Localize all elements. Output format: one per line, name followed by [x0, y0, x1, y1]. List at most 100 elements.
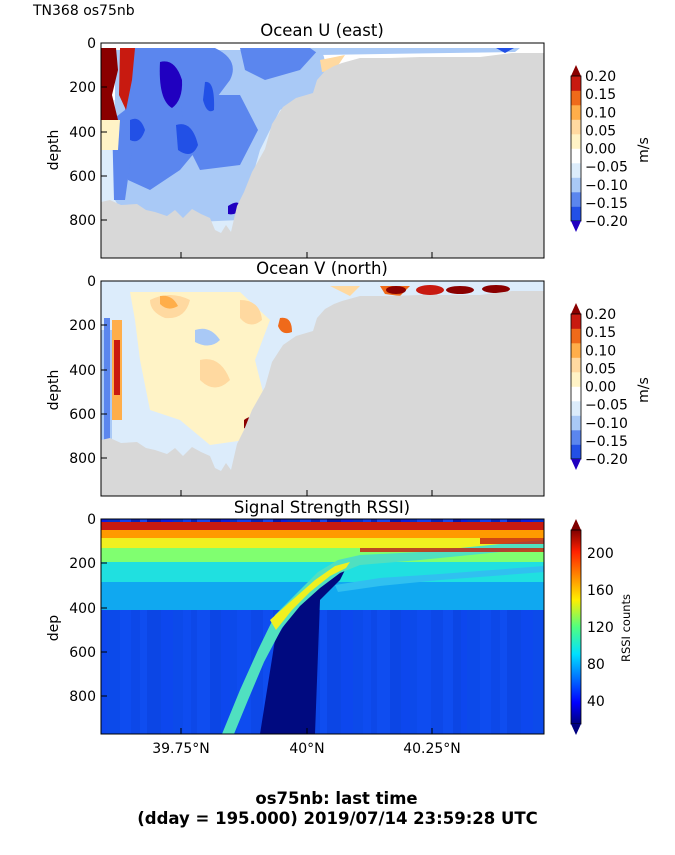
v-colorbar-tick: −0.15 — [585, 434, 628, 450]
u-colorbar-tick: −0.15 — [585, 196, 628, 212]
v-ytick-200: 200 — [69, 318, 96, 334]
u-ytick-200: 200 — [69, 80, 96, 96]
v-colorbar-tick: −0.05 — [585, 398, 628, 414]
panel-v-xticks — [180, 490, 433, 496]
v-colorbar-tick: −0.10 — [585, 416, 628, 432]
v-colorbar-bin — [571, 430, 581, 445]
v-colorbar-max-arrow — [571, 303, 581, 314]
panel-rssi-title: Signal Strength RSSI) — [234, 498, 410, 517]
rssi-dark-wedge — [260, 560, 350, 734]
rssi-colorbar-min-arrow — [571, 724, 581, 735]
u-field-core-a — [159, 61, 183, 108]
rssi-xtick-1: 39.75°N — [152, 741, 210, 757]
panel-u-xticks — [180, 252, 433, 258]
v-ylabel: depth — [46, 370, 62, 411]
panel-rssi-xaxis: 39.75°N 40°N 40.25°N — [152, 728, 461, 757]
rssi-shelf-red — [360, 548, 544, 552]
u-colorbar-bin — [571, 119, 581, 135]
rssi-ytick-800: 800 — [69, 689, 96, 705]
u-colorbar-min-arrow — [571, 221, 581, 232]
u-colorbar-tick: −0.10 — [585, 178, 628, 194]
rssi-ridge-core — [270, 562, 350, 630]
v-field-shelf-c — [386, 286, 406, 294]
u-colorbar-bin — [571, 163, 581, 178]
v-field-warm-e — [278, 317, 292, 334]
panel-rssi: Signal Strength RSSI) 0 200 — [46, 498, 633, 757]
rssi-band-yellow — [101, 538, 544, 548]
cruise-label: TN368 os75nb — [33, 3, 135, 19]
v-colorbar-tick: 0.15 — [585, 325, 616, 341]
u-ytick-400: 400 — [69, 125, 96, 141]
u-ylabel: depth — [46, 130, 62, 171]
footer-timestamp: (dday = 195.000) 2019/07/14 23:59:28 UTC — [137, 809, 538, 828]
v-colorbar-tick: 0.10 — [585, 343, 616, 359]
u-colorbar-tick: 0.00 — [585, 142, 616, 158]
v-field-warm-h — [114, 340, 120, 395]
panel-u-bathymetry — [101, 53, 544, 258]
rssi-band-surface-red — [101, 522, 544, 530]
v-field-shelf-e — [446, 286, 474, 294]
rssi-colorbar-max-arrow — [571, 519, 581, 530]
panel-v-field — [101, 285, 515, 445]
u-colorbar-bin — [571, 105, 581, 120]
rssi-ytick-0: 0 — [87, 512, 96, 528]
v-ytick-0: 0 — [87, 274, 96, 290]
panel-ocean-v: Ocean V (north) 0 — [46, 259, 652, 497]
rssi-colorbar-tick: 40 — [587, 694, 605, 710]
panel-rssi-frame — [100, 518, 545, 735]
v-field-warm-f — [200, 359, 230, 388]
panel-u-frame — [100, 42, 545, 259]
u-field-warm-c — [101, 120, 120, 150]
v-colorbar-tick: 0.05 — [585, 361, 616, 377]
u-colorbar-tick: 0.05 — [585, 123, 616, 139]
v-colorbar-tick: −0.20 — [585, 452, 628, 468]
v-colorbar-bin — [571, 415, 581, 431]
rssi-xtick-3: 40.25°N — [403, 741, 461, 757]
panel-v-colorbar: 0.20 0.15 0.10 0.05 0.00 −0.05 −0.10 −0.15 −0.20… — [570, 303, 652, 470]
u-colorbar-bin — [571, 90, 581, 106]
u-field-blue-c — [240, 48, 320, 80]
u-ytick-0: 0 — [87, 36, 96, 52]
panel-rssi-colorbar: 200 160 120 80 40 RSSI counts — [570, 519, 633, 735]
panel-ocean-u: Ocean U (east) — [46, 21, 652, 259]
v-ytick-800: 800 — [69, 451, 96, 467]
v-colorbar-min-arrow — [571, 459, 581, 470]
v-colorbar-bin — [571, 372, 581, 387]
u-colorbar-tick: 0.10 — [585, 105, 616, 121]
u-colorbar-tick: 0.15 — [585, 87, 616, 103]
v-field-warm-c — [160, 295, 178, 309]
u-field-blue-b — [180, 95, 258, 170]
v-colorbar-bin — [571, 343, 581, 358]
v-colorbar-bin — [571, 357, 581, 373]
u-colorbar-bin — [571, 192, 581, 207]
rssi-bottom-ridge — [222, 540, 544, 734]
v-colorbar-bin — [571, 444, 581, 460]
v-ytick-400: 400 — [69, 363, 96, 379]
rssi-ytick-400: 400 — [69, 601, 96, 617]
rssi-ylabel: dep — [46, 615, 62, 642]
u-colorbar-max-arrow — [571, 65, 581, 76]
v-field-shelf-f — [482, 285, 510, 293]
v-field-shelf-d — [416, 285, 444, 295]
panel-v-title: Ocean V (north) — [256, 259, 388, 278]
u-colorbar-bin — [571, 134, 581, 149]
rssi-colorbar-tick: 80 — [587, 657, 605, 673]
rssi-colorbar-ramp — [570, 529, 582, 725]
rssi-colorbar-tick: 160 — [587, 583, 614, 599]
panel-u-yaxis: 0 200 400 600 800 depth — [46, 36, 107, 229]
panel-rssi-field — [101, 519, 544, 734]
panel-rssi-yaxis: 0 200 400 600 800 dep — [46, 512, 107, 705]
u-field-warm-a — [101, 48, 118, 120]
rssi-xtick-2: 40°N — [289, 741, 324, 757]
u-field-warm-b — [119, 48, 135, 110]
v-ytick-600: 600 — [69, 407, 96, 423]
footer-title: os75nb: last time — [255, 789, 418, 808]
u-field-shelf-blue — [496, 48, 514, 53]
rssi-ytick-200: 200 — [69, 556, 96, 572]
u-colorbar-tick: −0.05 — [585, 160, 628, 176]
v-colorbar-bin — [571, 314, 581, 329]
rssi-band-orange — [101, 530, 544, 538]
u-field-shelf-warm — [320, 55, 345, 72]
u-field-core-d — [130, 118, 145, 142]
